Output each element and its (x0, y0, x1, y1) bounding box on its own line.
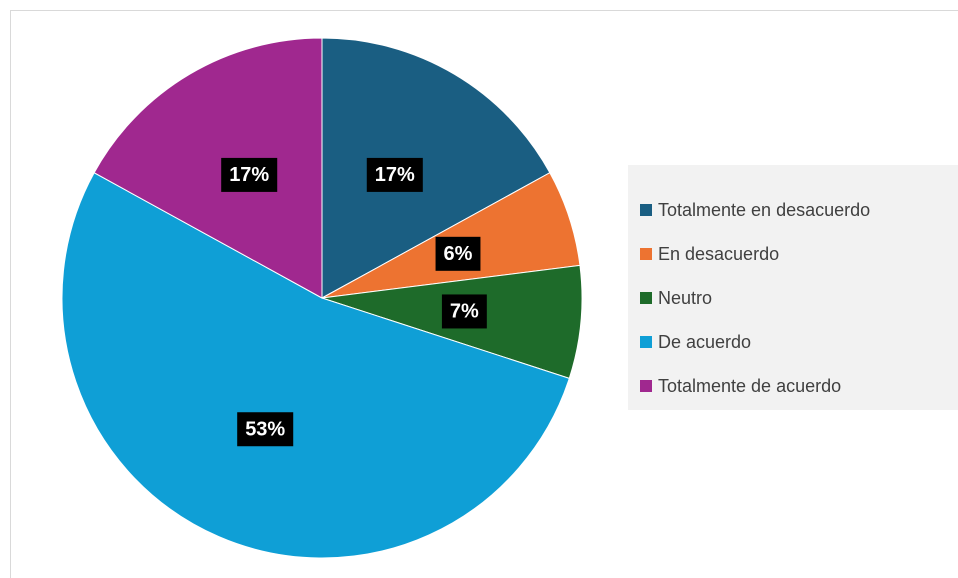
legend-label: Totalmente en desacuerdo (658, 200, 870, 220)
legend-box (628, 165, 958, 410)
legend-swatch (640, 336, 652, 348)
legend-label: Totalmente de acuerdo (658, 376, 841, 396)
data-label: 7% (450, 301, 479, 323)
legend-swatch (640, 380, 652, 392)
data-label-box (366, 157, 423, 192)
pie-slice (61, 172, 570, 559)
data-label: 53% (245, 419, 285, 441)
legend-swatch (640, 204, 652, 216)
data-label-box (237, 412, 294, 447)
data-label: 17% (375, 164, 415, 186)
data-label-box (435, 236, 481, 271)
data-label: 17% (229, 164, 269, 186)
data-label-box (221, 157, 278, 192)
legend-label: En desacuerdo (658, 244, 779, 264)
data-label: 6% (444, 243, 473, 265)
pie-slice (93, 37, 323, 299)
legend-label: De acuerdo (658, 332, 751, 352)
legend-swatch (640, 248, 652, 260)
legend-label: Neutro (658, 288, 712, 308)
legend-swatch (640, 292, 652, 304)
data-label-box (441, 294, 487, 329)
pie-slice (321, 37, 551, 299)
